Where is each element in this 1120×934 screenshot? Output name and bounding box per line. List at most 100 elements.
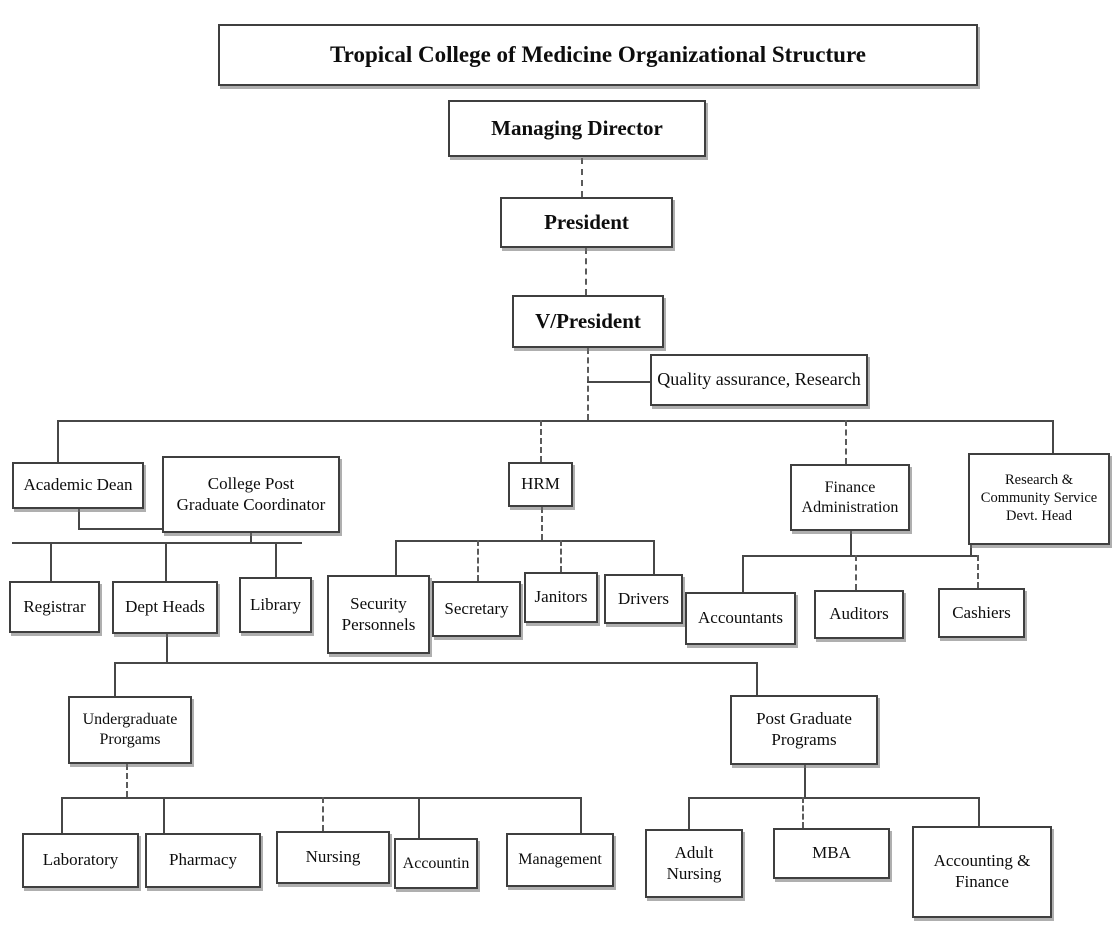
org-box-label-registrar: Registrar — [23, 596, 86, 616]
org-box-label-finance-admin: Finance Administration — [801, 478, 899, 516]
org-box-label-college-post-grad: College Post Graduate Coordinator — [176, 473, 326, 514]
org-box-pharmacy: Pharmacy — [145, 833, 261, 888]
org-box-label-pharmacy: Pharmacy — [169, 850, 237, 870]
connector-horizontal — [12, 542, 302, 544]
org-box-post-graduate-programs: Post Graduate Programs — [730, 695, 878, 765]
connector-horizontal — [57, 420, 1052, 422]
org-box-label-janitors: Janitors — [534, 587, 588, 607]
connector-vertical — [970, 545, 972, 555]
connector-vertical — [688, 797, 690, 829]
org-box-finance-admin: Finance Administration — [790, 464, 910, 531]
connector-vertical — [114, 662, 116, 696]
org-box-college-post-grad: College Post Graduate Coordinator — [162, 456, 340, 533]
connector-vertical — [756, 662, 758, 695]
connector-horizontal — [61, 797, 580, 799]
org-box-managing-director: Managing Director — [448, 100, 706, 157]
org-box-label-managing-director: Managing Director — [491, 115, 663, 140]
org-box-security-personnels: Security Personnels — [327, 575, 430, 654]
org-box-cashiers: Cashiers — [938, 588, 1025, 638]
org-box-label-quality-assurance: Quality assurance, Research — [657, 369, 861, 390]
connector-vertical — [580, 797, 582, 833]
org-box-label-academic-dean: Academic Dean — [23, 475, 133, 495]
connector-vertical — [1052, 420, 1054, 453]
connector-vertical — [978, 797, 980, 826]
org-box-laboratory: Laboratory — [22, 833, 139, 888]
org-box-label-research-head: Research & Community Service Devt. Head — [980, 472, 1098, 524]
org-box-label-accounting-finance: Accounting & Finance — [933, 851, 1031, 891]
org-box-nursing: Nursing — [276, 831, 390, 884]
org-box-label-secretary: Secretary — [444, 598, 509, 618]
connector-vertical-dashed — [126, 764, 128, 797]
org-box-label-auditors: Auditors — [829, 604, 889, 624]
org-box-chart-title: Tropical College of Medicine Organizatio… — [218, 24, 978, 86]
connector-vertical-dashed — [855, 555, 857, 590]
org-box-hrm: HRM — [508, 462, 573, 507]
org-box-label-accountin: Accountin — [402, 854, 470, 872]
org-box-label-laboratory: Laboratory — [42, 850, 119, 870]
org-box-drivers: Drivers — [604, 574, 683, 624]
org-box-label-undergraduate-programs: Undergraduate Prorgams — [82, 711, 178, 748]
connector-horizontal — [688, 797, 978, 799]
org-box-label-dept-heads: Dept Heads — [125, 597, 205, 617]
connector-horizontal — [587, 381, 650, 383]
org-box-label-management: Management — [518, 851, 602, 869]
org-box-label-post-graduate-programs: Post Graduate Programs — [756, 709, 852, 749]
connector-vertical-dashed — [585, 248, 587, 295]
org-box-secretary: Secretary — [432, 581, 521, 637]
org-box-undergraduate-programs: Undergraduate Prorgams — [68, 696, 192, 764]
connector-vertical-dashed — [540, 420, 542, 462]
connector-horizontal — [742, 555, 978, 557]
connector-vertical — [250, 533, 252, 542]
connector-vertical — [61, 797, 63, 833]
org-box-label-drivers: Drivers — [618, 588, 669, 608]
connector-vertical — [653, 540, 655, 574]
org-box-management: Management — [506, 833, 614, 887]
org-box-accounting-finance: Accounting & Finance — [912, 826, 1052, 918]
connector-vertical — [395, 540, 397, 575]
org-box-label-chart-title: Tropical College of Medicine Organizatio… — [330, 41, 866, 67]
connector-vertical — [165, 542, 167, 581]
org-box-v-president: V/President — [512, 295, 664, 348]
connector-horizontal — [78, 528, 162, 530]
org-box-adult-nursing: Adult Nursing — [645, 829, 743, 898]
connector-vertical — [275, 542, 277, 577]
org-box-president: President — [500, 197, 673, 248]
org-box-registrar: Registrar — [9, 581, 100, 633]
org-box-accountin: Accountin — [394, 838, 478, 889]
org-box-label-nursing: Nursing — [305, 847, 361, 867]
org-box-research-head: Research & Community Service Devt. Head — [968, 453, 1110, 545]
org-box-auditors: Auditors — [814, 590, 904, 639]
org-box-label-library: Library — [250, 594, 301, 614]
connector-vertical-dashed — [587, 348, 589, 420]
connector-vertical — [742, 555, 744, 592]
connector-vertical-dashed — [977, 555, 979, 588]
org-box-label-cashiers: Cashiers — [952, 602, 1011, 622]
connector-vertical-dashed — [560, 540, 562, 572]
connector-vertical — [78, 509, 80, 528]
org-box-label-adult-nursing: Adult Nursing — [666, 842, 722, 883]
connector-vertical — [166, 634, 168, 662]
org-box-label-president: President — [544, 209, 629, 234]
connector-vertical — [50, 542, 52, 581]
org-box-dept-heads: Dept Heads — [112, 581, 218, 634]
org-box-label-hrm: HRM — [521, 474, 560, 494]
connector-vertical-dashed — [581, 158, 583, 197]
connector-vertical — [57, 420, 59, 462]
org-box-quality-assurance: Quality assurance, Research — [650, 354, 868, 406]
connector-horizontal — [114, 662, 756, 664]
org-box-label-security-personnels: Security Personnels — [341, 593, 416, 634]
org-box-label-mba: MBA — [812, 843, 851, 863]
connector-vertical-dashed — [802, 797, 804, 828]
org-box-janitors: Janitors — [524, 572, 598, 623]
connector-vertical — [418, 797, 420, 838]
connector-vertical — [850, 531, 852, 555]
org-box-accountants: Accountants — [685, 592, 796, 645]
org-box-label-v-president: V/President — [535, 308, 641, 333]
org-box-academic-dean: Academic Dean — [12, 462, 144, 509]
connector-vertical-dashed — [541, 507, 543, 540]
connector-vertical-dashed — [477, 540, 479, 581]
org-box-mba: MBA — [773, 828, 890, 879]
connector-vertical-dashed — [322, 797, 324, 831]
org-box-label-accountants: Accountants — [698, 608, 783, 628]
